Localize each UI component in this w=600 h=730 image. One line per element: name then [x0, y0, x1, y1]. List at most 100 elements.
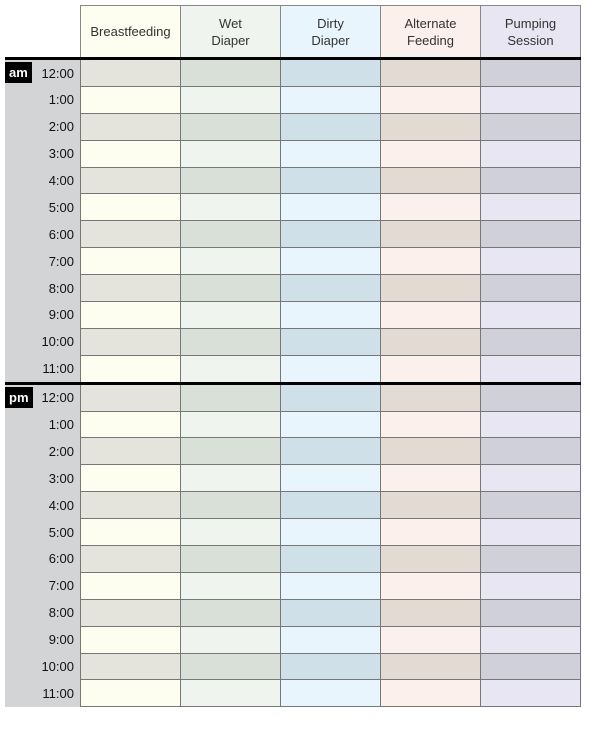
log-cell[interactable] — [80, 57, 181, 87]
log-cell[interactable] — [80, 301, 181, 329]
log-cell[interactable] — [180, 112, 281, 141]
log-cell[interactable] — [280, 491, 381, 520]
log-cell[interactable] — [380, 139, 481, 168]
log-cell[interactable] — [80, 545, 181, 573]
log-cell[interactable] — [180, 437, 281, 466]
log-cell[interactable] — [380, 85, 481, 114]
log-cell[interactable] — [280, 193, 381, 222]
log-cell[interactable] — [480, 57, 581, 87]
log-cell[interactable] — [80, 220, 181, 249]
log-cell[interactable] — [380, 410, 481, 439]
log-cell[interactable] — [380, 327, 481, 356]
log-cell[interactable] — [480, 464, 581, 493]
log-cell[interactable] — [80, 354, 181, 384]
log-cell[interactable] — [280, 112, 381, 141]
log-cell[interactable] — [380, 57, 481, 87]
log-cell[interactable] — [80, 193, 181, 222]
log-cell[interactable] — [80, 381, 181, 412]
log-cell[interactable] — [480, 274, 581, 303]
log-cell[interactable] — [180, 381, 281, 412]
log-cell[interactable] — [380, 571, 481, 600]
log-cell[interactable] — [180, 220, 281, 249]
log-cell[interactable] — [380, 166, 481, 195]
log-cell[interactable] — [80, 625, 181, 654]
log-cell[interactable] — [480, 437, 581, 466]
log-cell[interactable] — [180, 491, 281, 520]
log-cell[interactable] — [180, 247, 281, 276]
log-cell[interactable] — [180, 518, 281, 547]
log-cell[interactable] — [280, 85, 381, 114]
log-cell[interactable] — [80, 652, 181, 681]
log-cell[interactable] — [480, 85, 581, 114]
log-cell[interactable] — [180, 571, 281, 600]
log-cell[interactable] — [180, 57, 281, 87]
log-cell[interactable] — [80, 437, 181, 466]
log-cell[interactable] — [280, 166, 381, 195]
log-cell[interactable] — [280, 354, 381, 384]
log-cell[interactable] — [80, 274, 181, 303]
log-cell[interactable] — [180, 679, 281, 708]
log-cell[interactable] — [380, 491, 481, 520]
log-cell[interactable] — [80, 327, 181, 356]
log-cell[interactable] — [480, 220, 581, 249]
log-cell[interactable] — [380, 625, 481, 654]
log-cell[interactable] — [480, 518, 581, 547]
log-cell[interactable] — [480, 598, 581, 627]
log-cell[interactable] — [80, 491, 181, 520]
log-cell[interactable] — [480, 327, 581, 356]
log-cell[interactable] — [180, 85, 281, 114]
log-cell[interactable] — [180, 327, 281, 356]
log-cell[interactable] — [80, 679, 181, 708]
log-cell[interactable] — [280, 220, 381, 249]
log-cell[interactable] — [280, 327, 381, 356]
log-cell[interactable] — [380, 598, 481, 627]
log-cell[interactable] — [280, 518, 381, 547]
log-cell[interactable] — [280, 625, 381, 654]
log-cell[interactable] — [480, 652, 581, 681]
log-cell[interactable] — [80, 464, 181, 493]
log-cell[interactable] — [80, 166, 181, 195]
log-cell[interactable] — [380, 652, 481, 681]
log-cell[interactable] — [480, 571, 581, 600]
log-cell[interactable] — [180, 410, 281, 439]
log-cell[interactable] — [280, 545, 381, 573]
log-cell[interactable] — [380, 112, 481, 141]
log-cell[interactable] — [480, 166, 581, 195]
log-cell[interactable] — [380, 545, 481, 573]
log-cell[interactable] — [280, 652, 381, 681]
log-cell[interactable] — [180, 193, 281, 222]
log-cell[interactable] — [180, 464, 281, 493]
log-cell[interactable] — [380, 437, 481, 466]
log-cell[interactable] — [280, 410, 381, 439]
log-cell[interactable] — [380, 247, 481, 276]
log-cell[interactable] — [280, 437, 381, 466]
log-cell[interactable] — [380, 354, 481, 384]
log-cell[interactable] — [380, 274, 481, 303]
log-cell[interactable] — [480, 112, 581, 141]
log-cell[interactable] — [80, 571, 181, 600]
log-cell[interactable] — [280, 679, 381, 708]
log-cell[interactable] — [480, 139, 581, 168]
log-cell[interactable] — [80, 139, 181, 168]
log-cell[interactable] — [280, 301, 381, 329]
log-cell[interactable] — [380, 301, 481, 329]
log-cell[interactable] — [480, 247, 581, 276]
log-cell[interactable] — [480, 301, 581, 329]
log-cell[interactable] — [480, 545, 581, 573]
log-cell[interactable] — [80, 518, 181, 547]
log-cell[interactable] — [480, 410, 581, 439]
log-cell[interactable] — [280, 381, 381, 412]
log-cell[interactable] — [480, 193, 581, 222]
log-cell[interactable] — [80, 85, 181, 114]
log-cell[interactable] — [480, 381, 581, 412]
log-cell[interactable] — [480, 625, 581, 654]
log-cell[interactable] — [180, 166, 281, 195]
log-cell[interactable] — [180, 652, 281, 681]
log-cell[interactable] — [280, 464, 381, 493]
log-cell[interactable] — [480, 491, 581, 520]
log-cell[interactable] — [280, 57, 381, 87]
log-cell[interactable] — [280, 598, 381, 627]
log-cell[interactable] — [180, 301, 281, 329]
log-cell[interactable] — [80, 410, 181, 439]
log-cell[interactable] — [180, 598, 281, 627]
